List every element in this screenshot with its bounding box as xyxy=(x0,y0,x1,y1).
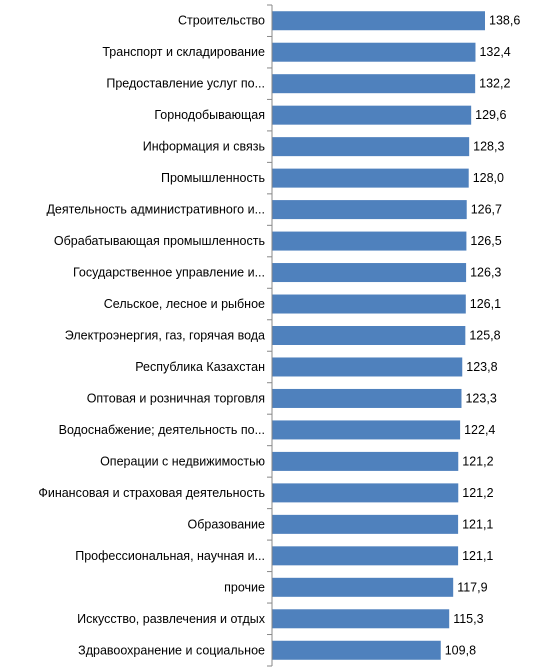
value-label: 126,7 xyxy=(471,203,502,217)
bar xyxy=(272,577,454,597)
value-label: 117,9 xyxy=(457,580,487,594)
value-label: 123,3 xyxy=(465,391,496,405)
value-label: 126,5 xyxy=(470,234,501,248)
bar xyxy=(272,326,466,345)
category-label: Финансовая и страховая деятельность xyxy=(38,486,265,500)
value-label: 121,1 xyxy=(462,517,493,531)
category-label: Республика Казахстан xyxy=(135,360,265,374)
bar xyxy=(272,231,467,251)
value-label: 132,2 xyxy=(479,77,510,91)
value-label: 132,4 xyxy=(479,45,510,59)
value-label: 138,6 xyxy=(489,14,520,28)
category-label: Оптовая и розничная торговля xyxy=(87,391,265,405)
category-label: Горнодобывающая xyxy=(154,108,265,122)
bar xyxy=(272,74,476,94)
bar xyxy=(272,483,459,503)
bar xyxy=(272,11,485,31)
category-label: прочие xyxy=(224,580,265,594)
value-label: 126,1 xyxy=(470,297,501,311)
category-label: Государственное управление и... xyxy=(73,266,265,280)
category-label: Деятельность административного и... xyxy=(46,203,265,217)
bar xyxy=(272,263,467,283)
bar xyxy=(272,42,476,62)
category-label: Водоснабжение; деятельность по... xyxy=(59,423,265,437)
value-label: 121,2 xyxy=(462,486,493,500)
category-label: Профессиональная, научная и... xyxy=(75,549,265,563)
category-label: Транспорт и складирование xyxy=(102,45,265,59)
bar xyxy=(272,451,459,471)
value-label: 122,4 xyxy=(464,423,495,437)
category-label: Здравоохранение и социальное xyxy=(78,643,265,657)
bar xyxy=(272,388,462,408)
category-axis-ticks xyxy=(267,4,272,667)
value-labels: 138,6 132,4 132,2 129,6 128,3 128,0 126,7 126,5… xyxy=(445,14,521,658)
category-label: Сельское, лесное и рыбное xyxy=(104,297,265,311)
bar xyxy=(272,168,469,188)
bar xyxy=(272,640,441,660)
category-label: Строительство xyxy=(178,14,265,28)
bar xyxy=(272,200,467,220)
bar xyxy=(272,294,466,314)
bar xyxy=(272,546,459,566)
value-label: 121,1 xyxy=(462,549,493,563)
category-label: Информация и связь xyxy=(143,140,265,154)
value-label: 129,6 xyxy=(475,108,506,122)
category-label: Промышленность xyxy=(161,171,265,185)
value-label: 126,3 xyxy=(470,266,501,280)
bar xyxy=(272,357,463,377)
value-label: 121,2 xyxy=(462,454,493,468)
bar xyxy=(272,609,450,629)
value-label: 128,0 xyxy=(473,171,504,185)
bar xyxy=(272,137,470,157)
category-label: Обрабатывающая промышленность xyxy=(54,234,265,248)
category-label: Предоставление услуг по... xyxy=(106,77,265,91)
category-label: Искусство, развлечения и отдых xyxy=(77,612,266,626)
value-label: 128,3 xyxy=(473,140,504,154)
category-label: Образование xyxy=(188,517,266,531)
bar xyxy=(272,514,459,534)
value-label: 115,3 xyxy=(453,612,483,626)
category-label: Операции с недвижимостью xyxy=(100,454,265,468)
value-label: 109,8 xyxy=(445,643,476,657)
value-label: 123,8 xyxy=(466,360,497,374)
bar xyxy=(272,105,472,125)
category-label: Электроэнергия, газ, горячая вода xyxy=(65,329,265,343)
category-labels: Строительство Транспорт и складирование Пр… xyxy=(38,14,265,658)
value-label: 125,8 xyxy=(469,329,500,343)
bar xyxy=(272,420,461,440)
bars xyxy=(272,11,485,660)
